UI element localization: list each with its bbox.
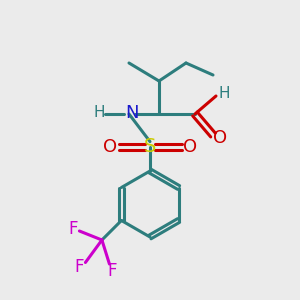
Text: F: F (108, 262, 117, 280)
Text: H: H (219, 85, 230, 100)
Text: H: H (93, 105, 105, 120)
Text: O: O (103, 138, 117, 156)
Text: F: F (68, 220, 78, 238)
Text: O: O (213, 129, 228, 147)
Text: S: S (144, 137, 156, 157)
Text: N: N (125, 103, 139, 122)
Text: O: O (183, 138, 197, 156)
Text: F: F (74, 258, 84, 276)
